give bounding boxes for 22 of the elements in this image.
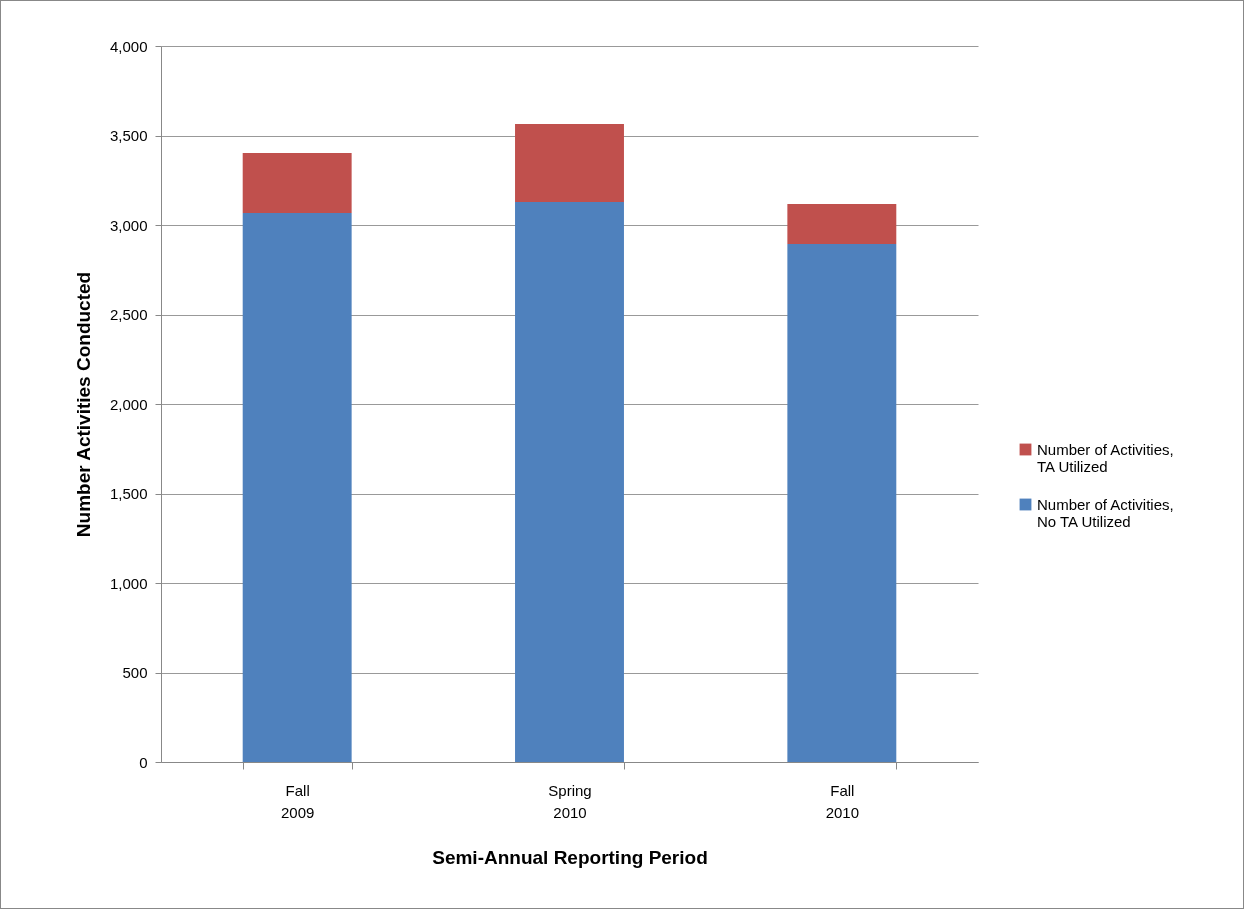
bar [787,243,897,762]
x-tick-label: Spring 2010 [548,781,592,821]
y-tick-label: 2,000 [109,395,148,413]
bar [242,153,352,214]
y-tick-label: 1,500 [109,485,148,502]
bar [515,124,624,203]
legend-label: Number of Activities, TA Utilized [1037,440,1174,475]
y-tick-label: 2,500 [109,306,148,323]
x-tick-label: Fall 2010 [825,781,860,821]
legend-label: Number of Activities, No TA Utilized [1037,495,1174,530]
bar [242,213,352,762]
y-tick-label: 0 [139,753,148,771]
y-tick-label: 500 [122,664,148,681]
bar [787,204,897,244]
x-tick-label: Fall 2009 [280,781,315,821]
y-tick-label: 3,500 [109,127,148,144]
y-axis-title: Number Activities Conducted [72,271,94,538]
bar [515,202,624,762]
y-tick-label: 1,000 [109,574,148,592]
y-tick-label: 3,000 [109,216,148,234]
y-tick-label: 4,000 [109,37,148,55]
x-axis-title: Semi-Annual Reporting Period [432,846,708,868]
